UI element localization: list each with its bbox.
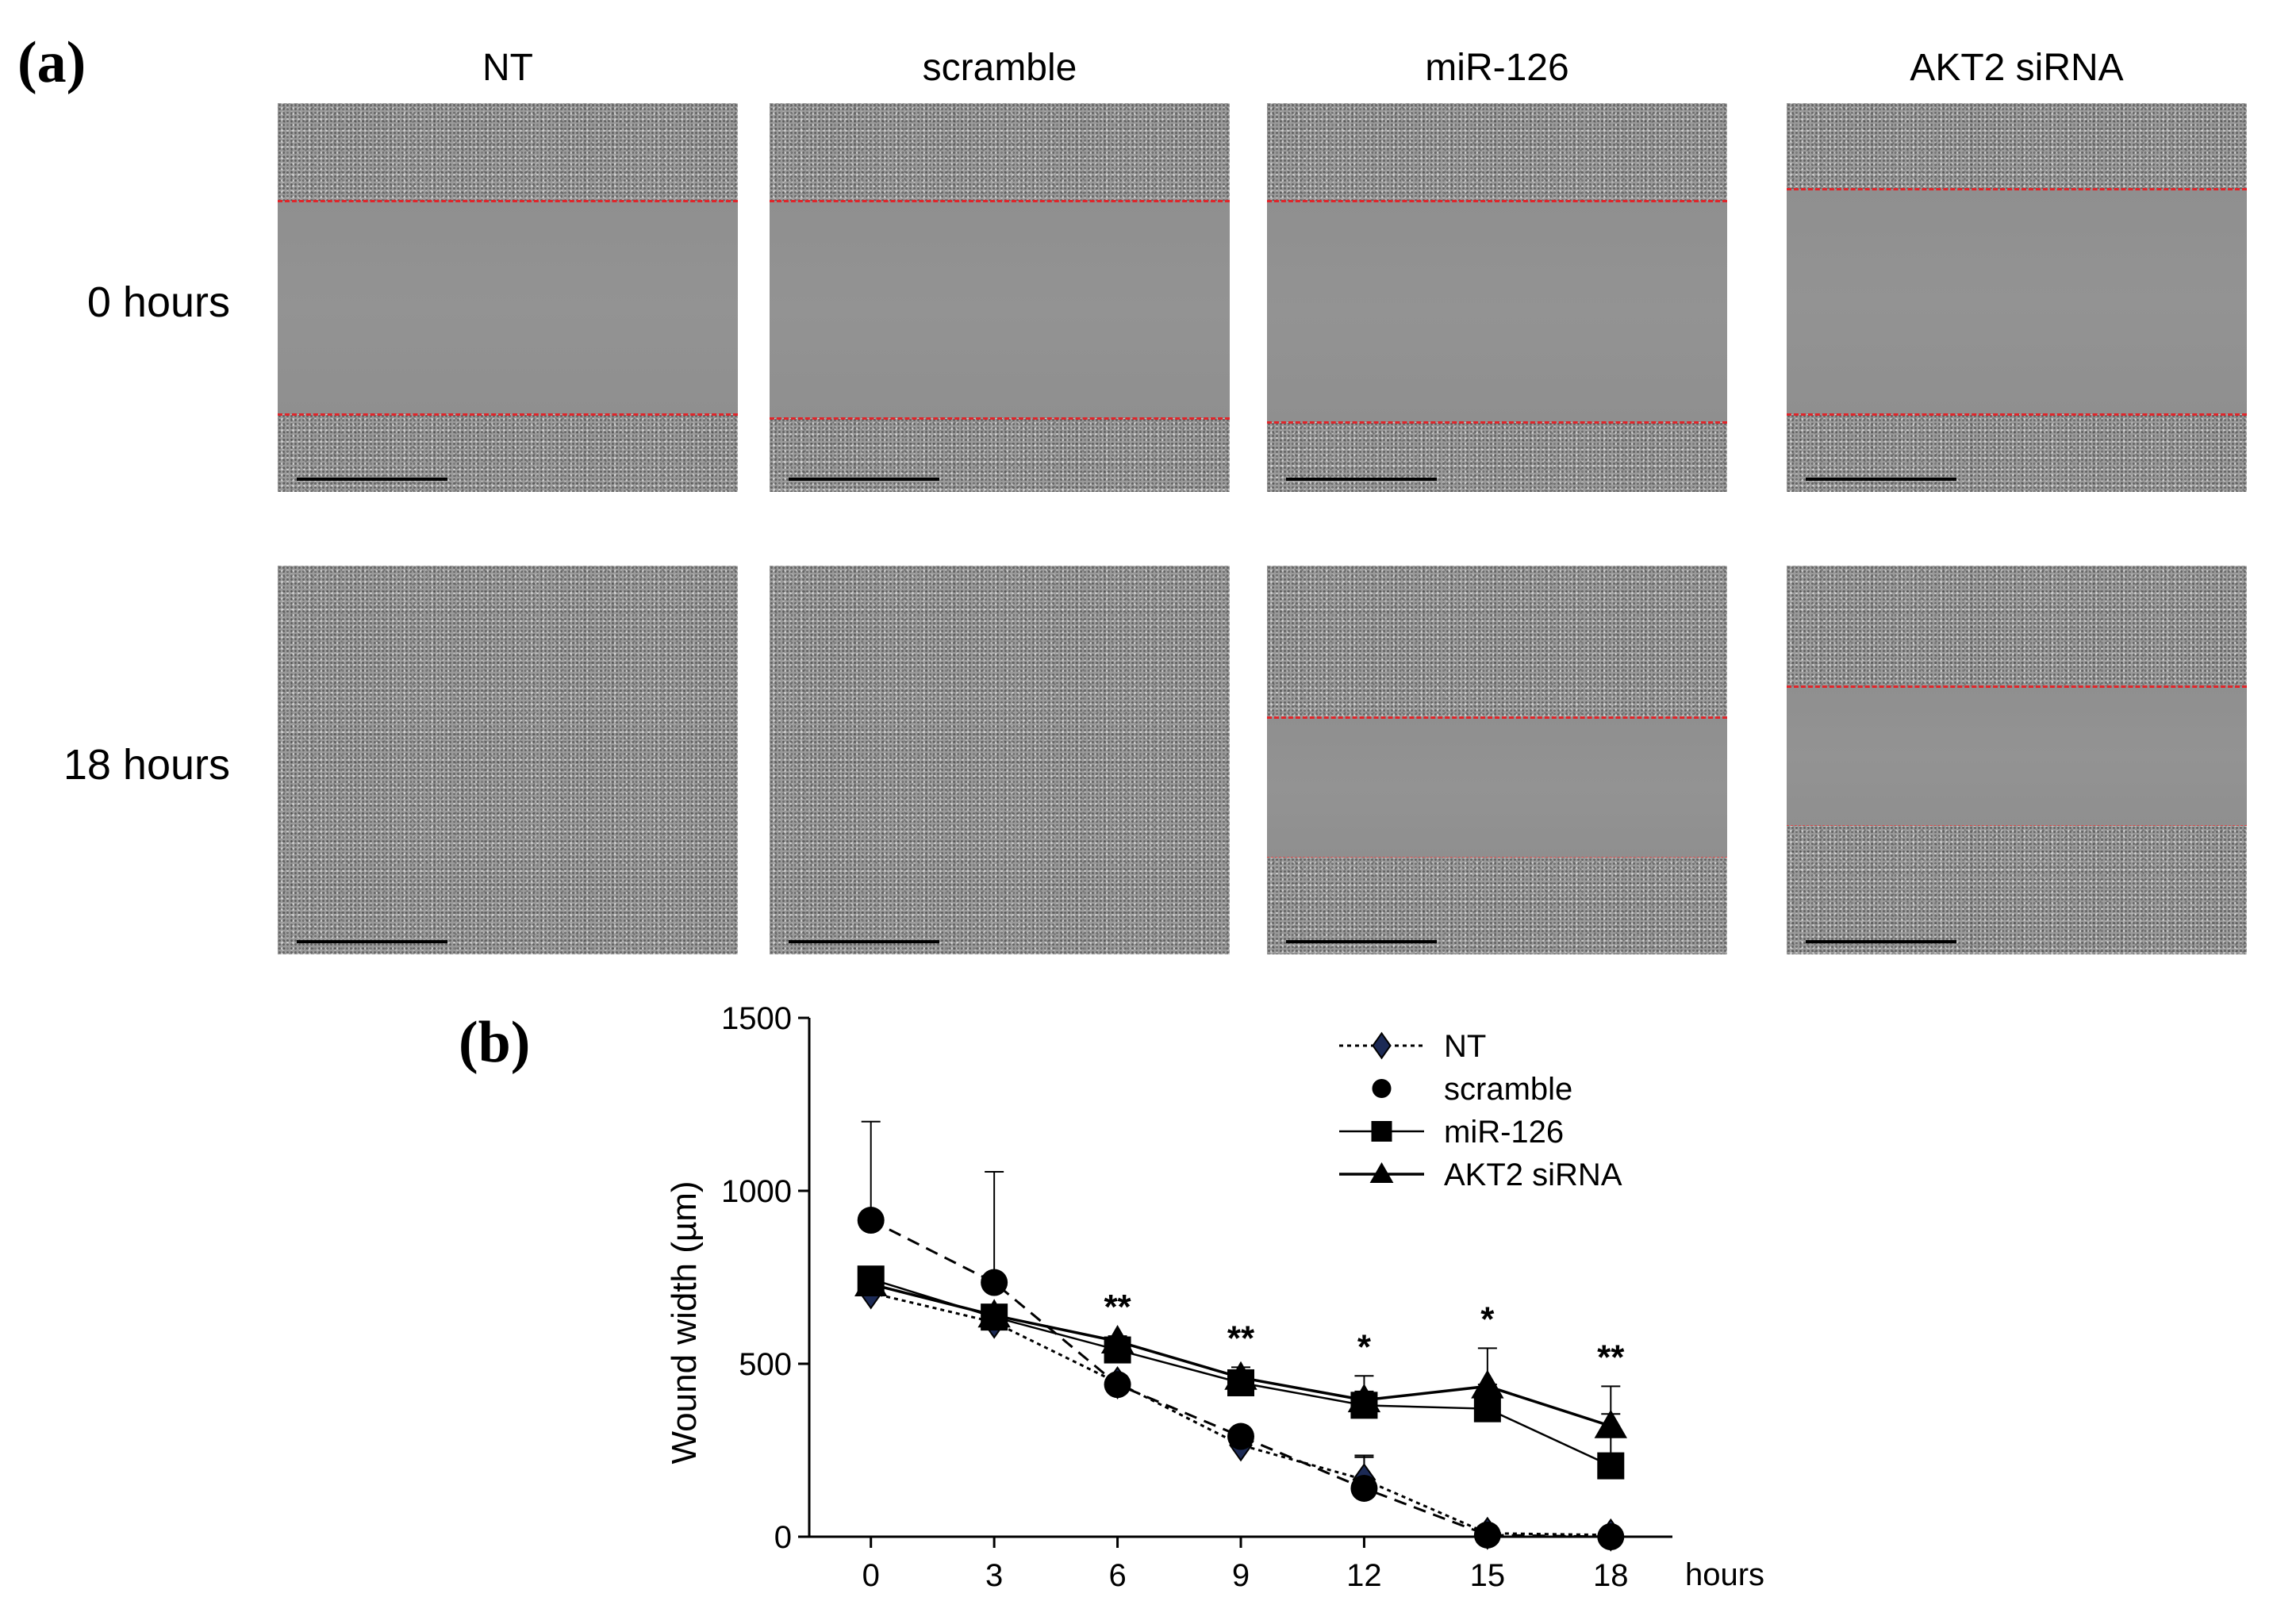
data-point [1347,1384,1381,1413]
y-tick-label: 1500 [721,1001,792,1036]
data-point [1224,1361,1257,1390]
x-tick-label: 3 [985,1558,1003,1593]
x-tick-label: 15 [1470,1558,1506,1593]
micrograph-1-3 [1787,566,2247,954]
y-axis-label: Wound width (µm) [665,1181,704,1464]
wound-edge-line-top [1787,685,2247,688]
significance-marker: ** [1104,1288,1131,1326]
data-point [1597,1523,1625,1550]
data-point [1473,1395,1501,1422]
row-label-0-hours: 0 hours [86,278,230,326]
micrograph-1-1 [770,566,1230,954]
y-tick-label: 1000 [721,1174,792,1209]
cell-monolayer-bottom [770,417,1230,492]
cell-monolayer [770,566,1230,954]
data-point [981,1269,1008,1296]
y-tick-label: 0 [774,1520,792,1555]
significance-marker: ** [1227,1319,1255,1357]
micrograph-0-1 [770,103,1230,492]
scale-bar [789,478,939,481]
scale-bar [297,940,447,943]
data-point [1597,1452,1625,1480]
x-tick-label: 9 [1232,1558,1250,1593]
legend-label: scramble [1444,1072,1572,1107]
x-tick-label: 6 [1108,1558,1126,1593]
cell-monolayer-top [1787,103,2247,189]
x-tick-label: 0 [862,1558,880,1593]
x-axis-label: hours [1685,1557,1764,1592]
data-point [1594,1409,1627,1438]
data-point [977,1299,1011,1328]
x-tick-label: 12 [1346,1558,1382,1593]
panel-a-letter: (a) [17,30,86,95]
wound-edge-line-bottom [1787,413,2247,416]
legend-marker [1371,1121,1392,1142]
micrograph-1-0 [278,566,738,954]
wound-edge-line-bottom [1787,825,2247,827]
wound-edge-line-top [770,199,1230,202]
column-label-nt: NT [482,47,533,89]
scale-bar [1806,478,1956,481]
cell-monolayer [278,566,738,954]
cell-monolayer-top [1267,103,1727,201]
scale-bar [1286,940,1437,943]
data-point [854,1268,888,1297]
data-point [1350,1474,1378,1502]
legend-marker [1372,1031,1392,1060]
cell-monolayer-bottom [1787,826,2247,954]
wound-gap [1267,717,1727,858]
scale-bar [789,940,939,943]
data-point [1473,1521,1501,1549]
scale-bar [297,478,447,481]
significance-marker: * [1357,1327,1372,1366]
data-point [1100,1324,1135,1353]
wound-edge-line-bottom [770,417,1230,420]
legend-marker [1369,1162,1394,1184]
wound-edge-line-bottom [278,413,738,416]
micrograph-0-0 [278,103,738,492]
cell-monolayer-top [278,103,738,201]
cell-monolayer-top [1267,566,1727,718]
wound-edge-line-top [278,199,738,202]
column-label-scramble: scramble [922,47,1077,89]
wound-edge-line-top [1787,187,2247,190]
significance-marker: ** [1597,1338,1625,1376]
legend-label: AKT2 siRNA [1444,1158,1622,1192]
wound-gap [278,200,738,414]
data-point [1227,1422,1254,1450]
data-point [1471,1369,1504,1399]
x-tick-label: 18 [1593,1558,1629,1593]
wound-gap [770,200,1230,418]
wound-gap [1267,200,1727,422]
y-tick-label: 500 [739,1347,792,1382]
micrograph-0-3 [1787,103,2247,492]
micrograph-0-2 [1267,103,1727,492]
chart-legend: NT scramble miR-126 AKT2 siRNA [1339,1029,1622,1192]
column-label-akt2-sirna: AKT2 siRNA [1910,47,2124,89]
legend-label: miR-126 [1444,1115,1564,1150]
cell-monolayer-bottom [1267,857,1727,954]
wound-gap [1787,188,2247,414]
row-label-18-hours: 18 hours [63,741,230,789]
cell-monolayer-top [770,103,1230,201]
scale-bar [1806,940,1956,943]
legend-label: NT [1444,1029,1486,1064]
data-point [857,1207,885,1234]
data-point [1104,1371,1131,1399]
wound-edge-line-bottom [1267,856,1727,858]
wound-gap [1787,685,2247,827]
scale-bar [1286,478,1437,481]
wound-edge-line-bottom [1267,420,1727,424]
panel-b-letter: (b) [459,1010,530,1075]
cell-monolayer-top [1787,566,2247,686]
column-label-mir126: miR-126 [1425,47,1569,89]
wound-edge-line-top [1267,199,1727,202]
micrograph-1-2 [1267,566,1727,954]
significance-marker: * [1480,1300,1495,1338]
legend-marker [1372,1079,1392,1098]
wound-edge-line-top [1267,716,1727,720]
